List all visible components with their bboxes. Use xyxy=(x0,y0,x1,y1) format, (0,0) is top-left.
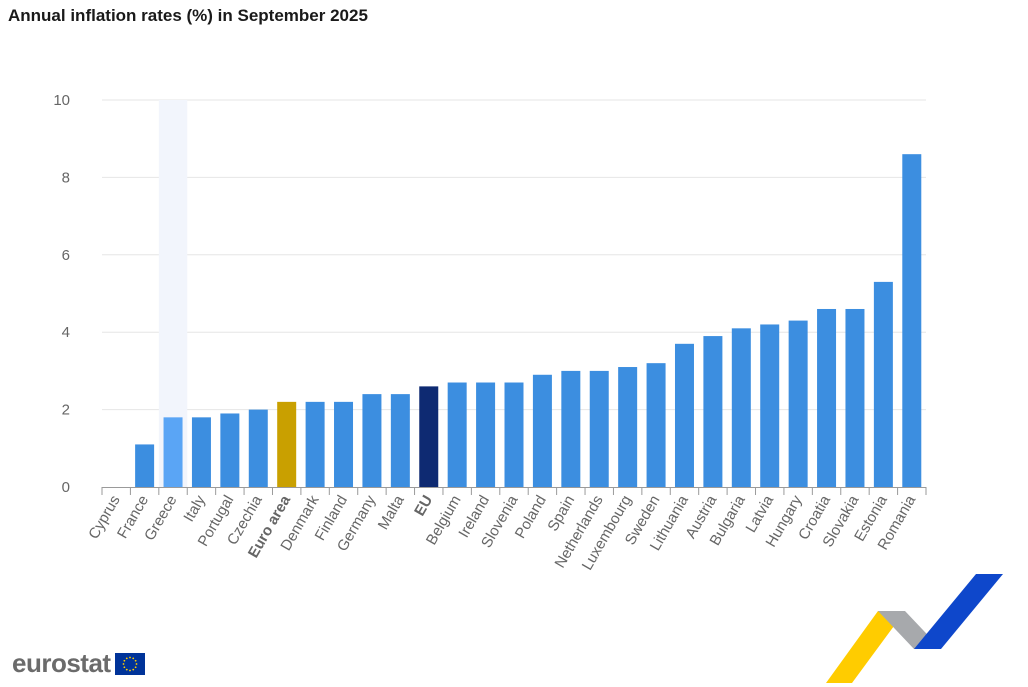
bar-lithuania[interactable] xyxy=(674,343,694,487)
logo-text: eurostat xyxy=(12,648,111,678)
flag-star-icon xyxy=(131,668,134,671)
y-tick-labels: 0 2 4 6 8 10 xyxy=(53,92,70,496)
bar-euro-area[interactable] xyxy=(277,401,297,487)
flag-star-icon xyxy=(131,656,134,659)
y-tick-label: 2 xyxy=(62,402,70,419)
bar-france[interactable] xyxy=(135,444,155,487)
flag-star-icon xyxy=(134,665,137,668)
bar-bulgaria[interactable] xyxy=(731,328,751,487)
bar-romania[interactable] xyxy=(902,154,922,487)
eurostat-logo: eurostat xyxy=(12,648,145,679)
bar-denmark[interactable] xyxy=(305,401,325,487)
eu-flag-icon xyxy=(114,652,145,675)
bar-netherlands[interactable] xyxy=(589,370,609,487)
bar-finland[interactable] xyxy=(334,401,354,487)
bar-germany[interactable] xyxy=(362,394,382,487)
bar-austria[interactable] xyxy=(703,336,723,487)
y-tick-label: 10 xyxy=(53,92,70,109)
bar-portugal[interactable] xyxy=(220,413,240,487)
bar-malta[interactable] xyxy=(390,394,410,487)
flag-star-icon xyxy=(134,659,137,662)
bar-greece[interactable] xyxy=(163,417,183,487)
flag-star-icon xyxy=(123,659,125,662)
flag-star-icon xyxy=(125,668,128,671)
bar-latvia[interactable] xyxy=(760,324,780,487)
bar-croatia[interactable] xyxy=(817,308,837,487)
flag-star-icon xyxy=(123,665,125,668)
bar-italy[interactable] xyxy=(191,417,211,487)
chart-title: Annual inflation rates (%) in September … xyxy=(8,6,368,25)
bar-luxembourg[interactable] xyxy=(618,367,638,487)
y-tick-label: 8 xyxy=(62,169,70,186)
ribbon-blue xyxy=(914,574,1003,649)
flag-star-icon xyxy=(128,656,131,658)
bar-hungary[interactable] xyxy=(788,320,808,487)
bars xyxy=(135,154,922,487)
flag-star-icon xyxy=(135,662,137,665)
flag-star-icon xyxy=(122,662,124,665)
bar-belgium[interactable] xyxy=(447,382,467,487)
bar-estonia[interactable] xyxy=(873,281,893,487)
bar-poland[interactable] xyxy=(532,374,552,487)
ribbon-yellow xyxy=(826,611,905,683)
bar-spain[interactable] xyxy=(561,370,581,487)
y-tick-label: 4 xyxy=(62,324,70,341)
x-axis xyxy=(101,487,927,495)
bar-eu[interactable] xyxy=(419,386,439,487)
y-tick-label: 6 xyxy=(62,247,70,264)
bar-slovenia[interactable] xyxy=(504,382,524,487)
bar-sweden[interactable] xyxy=(646,363,666,487)
flag-star-icon xyxy=(125,656,128,659)
bar-ireland[interactable] xyxy=(476,382,496,487)
bar-slovakia[interactable] xyxy=(845,308,865,487)
flag-star-icon xyxy=(128,669,131,671)
bar-czechia[interactable] xyxy=(248,409,268,487)
y-tick-label: 0 xyxy=(62,479,70,496)
